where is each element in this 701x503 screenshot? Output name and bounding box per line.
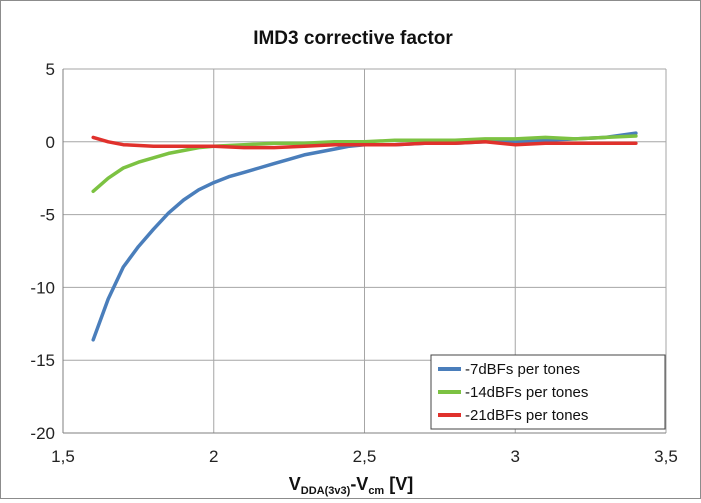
x-axis-label-sub2: cm [368,485,384,497]
x-axis-label-unit: [V] [384,474,413,494]
chart-title: IMD3 corrective factor [253,28,453,49]
series-lines [91,131,638,342]
x-axis-label-mid: -V [350,474,368,494]
x-tick-label: 1,5 [51,447,75,466]
y-tick-label: -5 [40,206,55,225]
y-tick-label: -15 [30,351,55,370]
x-tick-label: 2 [209,447,218,466]
y-tick-label: -10 [30,278,55,297]
axes [62,69,666,434]
y-tick-label: 0 [46,133,55,152]
y-tick-label: 5 [46,60,55,79]
x-axis-label-sub1: DDA(3v3) [301,485,351,497]
x-tick-label: 3,5 [654,447,678,466]
legend-box [430,354,666,430]
x-tick-label: 2,5 [353,447,377,466]
legend-label-14dbfs: -14dBFs per tones [465,384,588,401]
y-tick-labels: 5 0 -5 -10 -15 -20 [30,60,55,443]
legend-label-7dbfs: -7dBFs per tones [465,361,580,378]
x-axis-label-main: V [289,474,301,494]
y-tick-label: -20 [30,424,55,443]
legend: -7dBFs per tones -14dBFs per tones -21dB… [430,354,666,430]
series-line-14dbfs [91,134,638,194]
x-tick-label: 3 [511,447,520,466]
x-tick-labels: 1,5 2 2,5 3 3,5 [51,447,678,466]
legend-label-21dbfs: -21dBFs per tones [465,407,588,424]
x-axis-label: VDDA(3v3)-Vcm [V] [289,474,413,497]
series-line-21dbfs [91,135,638,150]
